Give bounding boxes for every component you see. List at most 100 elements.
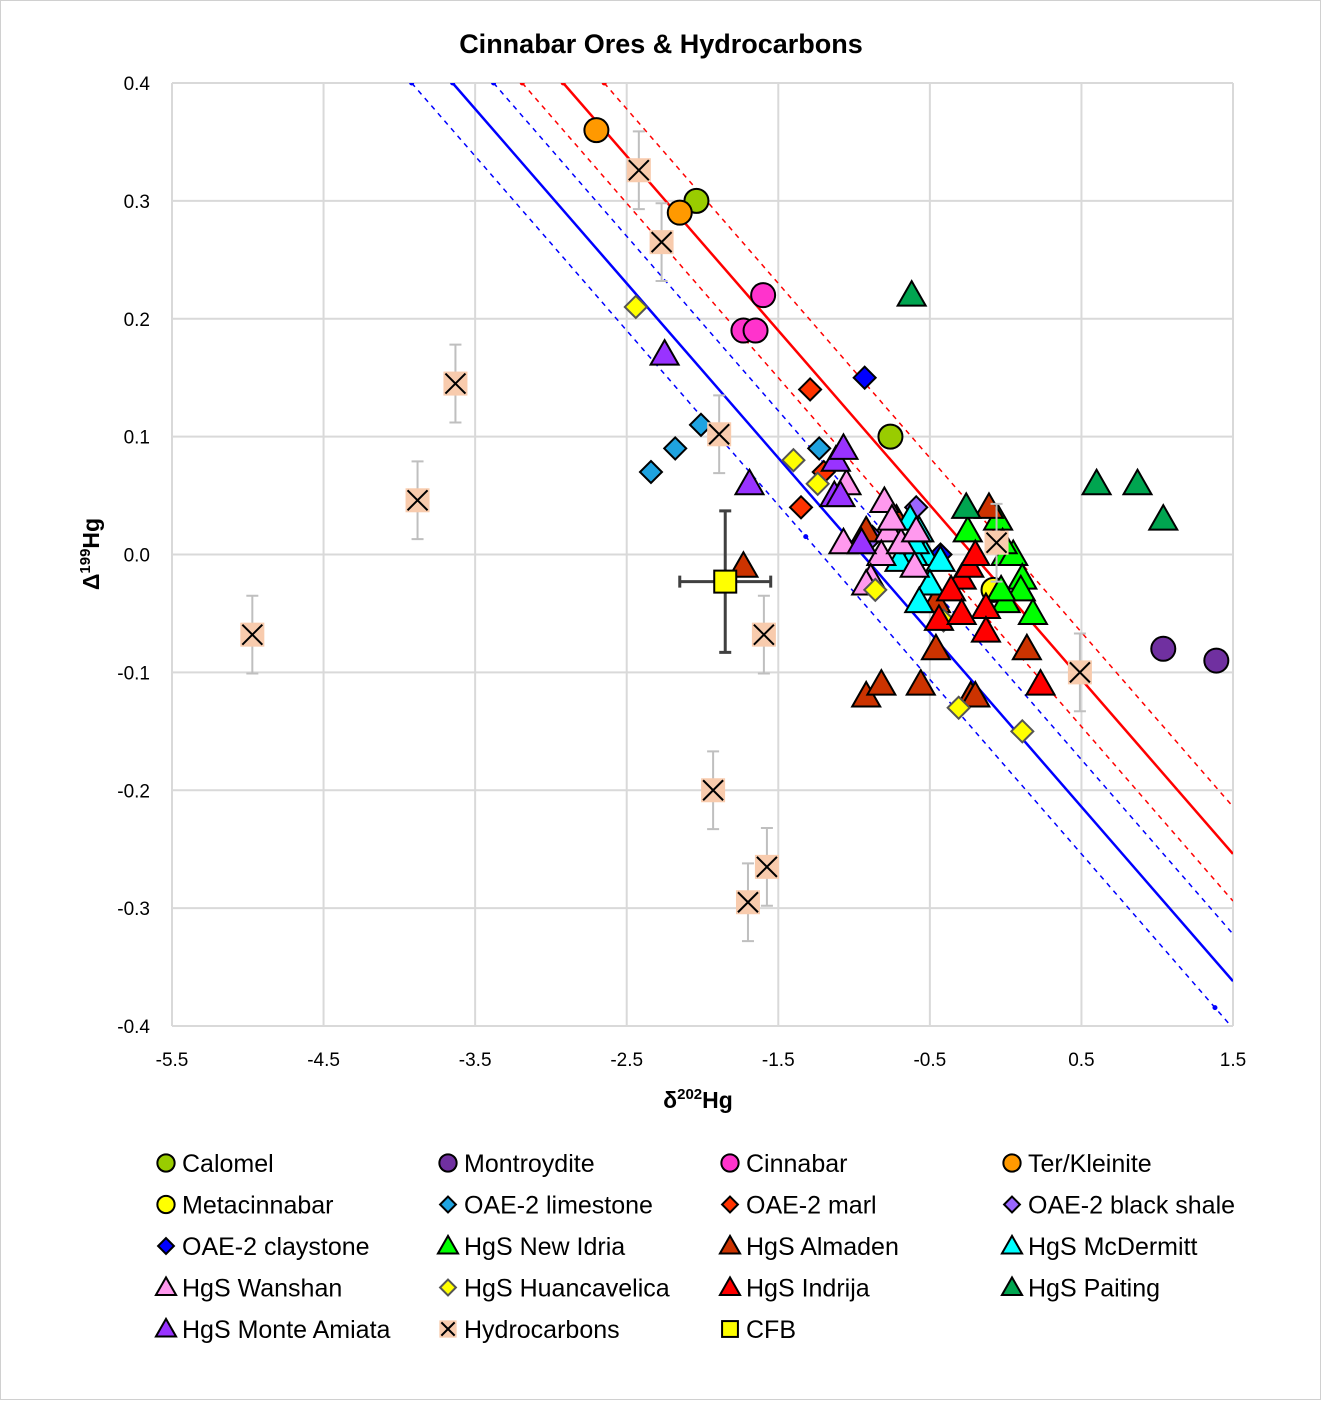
y-tick-label: -0.2	[117, 781, 150, 802]
legend-item: HgS New Idria	[436, 1233, 625, 1261]
x-tick-label: 0.5	[1068, 1050, 1094, 1071]
data-point	[924, 544, 957, 572]
legend-label: Cinnabar	[746, 1150, 847, 1178]
series-hgs-wanshan	[827, 467, 932, 596]
data-point	[742, 317, 769, 344]
data-point	[713, 569, 738, 594]
legend-item: CFB	[721, 1316, 796, 1344]
data-point	[952, 514, 984, 543]
series-ter-kleinite	[583, 117, 693, 226]
legend-marker	[156, 1194, 176, 1215]
x-tick-label: -5.5	[156, 1050, 189, 1071]
legend-label: HgS Huancavelica	[464, 1275, 670, 1303]
data-point	[707, 422, 732, 447]
data-point	[405, 488, 430, 513]
data-point	[583, 117, 610, 144]
marker-cross	[440, 1321, 456, 1337]
data-point	[788, 494, 814, 520]
data-point	[923, 603, 955, 631]
legend-item: HgS Almaden	[718, 1233, 899, 1261]
legend-item: HgS Paiting	[1000, 1275, 1160, 1303]
legend-item: OAE-2 black shale	[1002, 1192, 1235, 1220]
data-point	[935, 573, 967, 602]
data-point	[626, 158, 651, 183]
legend-item: OAE-2 limestone	[438, 1192, 653, 1220]
series-cinnabar	[730, 282, 777, 344]
data-point	[905, 668, 937, 696]
data-point	[898, 550, 931, 578]
y-tick-label: 0.3	[124, 192, 150, 213]
data-point	[876, 503, 908, 531]
marker-cross	[737, 891, 759, 913]
legend-marker	[154, 1316, 178, 1338]
data-point	[1009, 718, 1035, 744]
data-point	[1005, 573, 1037, 602]
data-point	[735, 890, 760, 915]
legend-label: HgS Wanshan	[182, 1275, 342, 1303]
legend-label: HgS Monte Amiata	[182, 1316, 391, 1344]
data-point	[240, 622, 265, 647]
legend-marker	[154, 1275, 178, 1297]
legend-marker	[439, 1320, 457, 1338]
y-tick-label: 0.2	[124, 310, 150, 331]
data-point	[900, 514, 932, 543]
legend-item: HgS McDermitt	[1000, 1233, 1198, 1261]
data-point	[985, 573, 1017, 602]
marker-cross	[708, 423, 730, 445]
y-tick-label: -0.3	[117, 899, 150, 920]
data-point	[852, 365, 878, 391]
legend-item: Hydrocarbons	[439, 1316, 620, 1344]
x-tick-label: -2.5	[610, 1050, 643, 1071]
data-point	[649, 230, 674, 255]
legend-label: OAE-2 claystone	[182, 1233, 370, 1261]
series-hgs-paiting	[895, 279, 1180, 531]
legend-marker	[720, 1195, 740, 1214]
legend-label: Metacinnabar	[182, 1192, 333, 1220]
data-point	[984, 530, 1009, 555]
marker-cross	[702, 779, 724, 801]
legend-item: Montroydite	[438, 1150, 595, 1178]
marker-cross	[406, 489, 429, 511]
data-point	[1203, 647, 1230, 674]
legend-label: HgS Indrija	[746, 1275, 870, 1303]
legend-label: HgS Almaden	[746, 1233, 899, 1261]
legend-marker	[1002, 1153, 1022, 1173]
data-point	[865, 668, 898, 696]
data-point	[877, 423, 904, 450]
chart-title: Cinnabar Ores & Hydrocarbons	[459, 29, 863, 59]
x-tick-label: -3.5	[459, 1050, 492, 1071]
legend-marker	[720, 1153, 740, 1173]
data-point	[688, 412, 714, 438]
data-point	[1024, 668, 1057, 696]
legend-item: Cinnabar	[720, 1150, 847, 1178]
data-point	[1011, 632, 1043, 661]
data-point	[701, 778, 726, 803]
data-point	[845, 526, 878, 555]
data-point	[1150, 635, 1177, 662]
legend-item: Calomel	[156, 1150, 274, 1178]
legend-marker	[438, 1278, 458, 1297]
legend-marker	[156, 1153, 176, 1173]
data-point	[920, 632, 952, 661]
data-point	[733, 467, 766, 496]
legend-label: OAE-2 marl	[746, 1192, 877, 1220]
data-point	[638, 459, 664, 485]
data-point	[666, 199, 693, 226]
legend: Calomel Montroydite Cinnabar Ter/Kleinite Me…	[154, 1150, 1235, 1344]
data-point	[945, 597, 978, 625]
x-tick-label: 1.5	[1220, 1050, 1246, 1071]
legend-label: OAE-2 limestone	[464, 1192, 653, 1220]
series-hgs-indrija	[923, 538, 1057, 696]
legend-marker	[438, 1153, 458, 1173]
y-axis-label: Δ199Hg	[77, 518, 104, 590]
legend-item: OAE-2 claystone	[156, 1233, 370, 1261]
legend-label: HgS New Idria	[464, 1233, 625, 1261]
line-marker-dot	[409, 83, 415, 86]
data-point	[662, 435, 688, 461]
y-tick-label: -0.1	[117, 663, 150, 684]
line-marker-dot	[519, 83, 525, 86]
series-montroydite	[1150, 635, 1230, 674]
data-point	[914, 567, 946, 596]
